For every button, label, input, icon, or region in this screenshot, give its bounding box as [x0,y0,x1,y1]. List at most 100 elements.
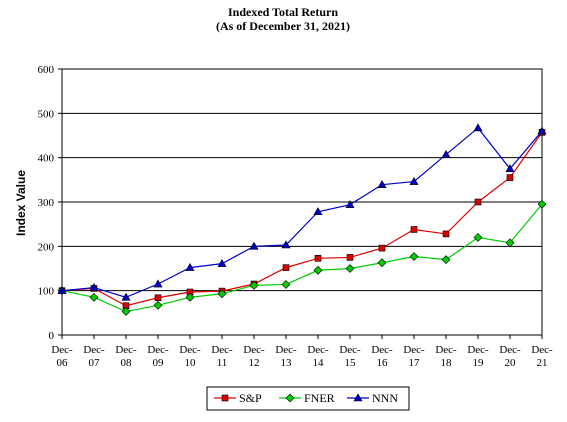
data-point-fner [89,292,99,302]
x-tick-label-line: 11 [217,357,228,369]
chart-title: Indexed Total Return [228,5,338,19]
data-point-nnn [441,149,451,158]
x-tick-label: Dec-13 [275,344,297,369]
x-tick-label-line: Dec- [339,344,361,356]
data-point-fner [185,292,195,302]
x-tick-label-line: 18 [441,357,453,369]
data-point-fner [121,307,131,316]
series-line-fner [61,203,543,313]
data-point-fner [505,238,515,248]
legend-marker-sp [221,394,229,402]
x-tick-label: Dec-19 [467,344,489,369]
data-point-sp [506,174,514,181]
data-point-sp [314,255,322,262]
x-tick-label-line: Dec- [147,344,169,356]
data-point-nnn [153,279,163,288]
x-tick-label: Dec-07 [83,344,105,369]
legend-label-fner: FNER [304,391,335,405]
x-tick-label-line: Dec- [275,344,297,356]
data-point-sp [378,244,386,252]
x-tick-label-line: Dec- [307,344,329,356]
x-tick-label: Dec-17 [403,344,425,369]
legend-box [206,386,410,411]
data-point-sp [410,226,418,233]
y-tick-label: 300 [38,197,55,209]
legend-label-sp: S&P [239,391,262,405]
x-tick-label-line: 07 [89,357,101,369]
x-tick-label-line: 09 [153,357,165,369]
y-axis: 0 100 200 300 400 500 600 [38,64,62,342]
x-tick-label-line: Dec- [371,344,393,356]
data-point-fner [249,280,259,290]
x-tick-label-line: Dec- [531,344,553,356]
x-tick-label-line: 15 [345,357,357,369]
series-sp [58,129,546,310]
legend-label-nnn: NNN [372,391,398,405]
data-point-nnn [217,259,227,267]
x-tick-label-line: 10 [185,357,197,369]
data-point-nnn [537,126,547,135]
data-point-nnn [377,180,387,189]
y-tick-label: 400 [38,153,55,165]
chart-subtitle: (As of December 31, 2021) [216,19,350,33]
data-point-nnn [409,177,419,185]
data-point-fner [153,300,163,310]
data-point-nnn [89,282,99,291]
x-tick-label-line: 19 [473,357,485,369]
x-tick-label: Dec-09 [147,344,169,369]
data-point-fner [409,252,419,261]
data-point-fner [345,264,355,273]
data-point-nnn [473,123,483,132]
x-tick-label: Dec-21 [531,344,553,369]
x-tick-label-line: 06 [57,357,69,369]
x-tick-label-line: Dec- [179,344,201,356]
x-tick-label-line: 13 [281,357,293,369]
x-tick-label: Dec-12 [243,344,265,369]
data-point-sp [282,264,290,271]
x-tick-label-line: 12 [249,357,260,369]
x-tick-label-line: 14 [313,357,325,369]
series-fner [57,199,547,316]
y-tick-label: 100 [38,286,55,298]
data-point-nnn [57,286,67,294]
x-tick-label: Dec-10 [179,344,201,369]
y-tick-label: 0 [49,330,55,342]
series-group [57,123,547,316]
x-tick-label-line: 21 [537,357,548,369]
legend-marker-fner [285,393,295,403]
data-point-fner [473,233,483,242]
x-tick-label-line: Dec- [211,344,233,356]
x-tick-label-line: Dec- [51,344,73,356]
data-point-fner [441,255,451,265]
x-tick-label: Dec-11 [211,344,233,369]
x-axis: Dec-06Dec-07Dec-08Dec-09Dec-10Dec-11Dec-… [51,335,553,369]
series-line-nnn [61,127,543,298]
data-point-sp [154,294,162,302]
data-point-sp [346,254,354,261]
legend-marker-nnn [353,393,363,402]
y-tick-label: 600 [38,64,55,76]
data-point-fner [281,280,291,289]
data-point-nnn [121,292,131,301]
x-tick-label-line: Dec- [435,344,457,356]
y-axis-label: Index Value [14,170,28,236]
x-tick-label-line: Dec- [83,344,105,356]
data-point-fner [313,265,323,275]
x-tick-label: Dec-14 [307,344,329,369]
series-nnn [57,123,547,301]
x-tick-label: Dec-20 [499,344,521,369]
x-tick-label-line: 20 [505,357,517,369]
x-tick-label: Dec-06 [51,344,73,369]
data-point-fner [377,258,387,268]
x-tick-label-line: Dec- [403,344,425,356]
data-point-sp [474,198,482,206]
data-point-nnn [345,200,355,208]
legend: S&P FNER NNN [206,386,410,411]
x-tick-label-line: Dec- [499,344,521,356]
data-point-nnn [281,240,291,249]
x-tick-label: Dec-15 [339,344,361,369]
x-tick-label: Dec-16 [371,344,393,369]
x-tick-label-line: Dec- [467,344,489,356]
x-tick-label-line: Dec- [115,344,137,356]
